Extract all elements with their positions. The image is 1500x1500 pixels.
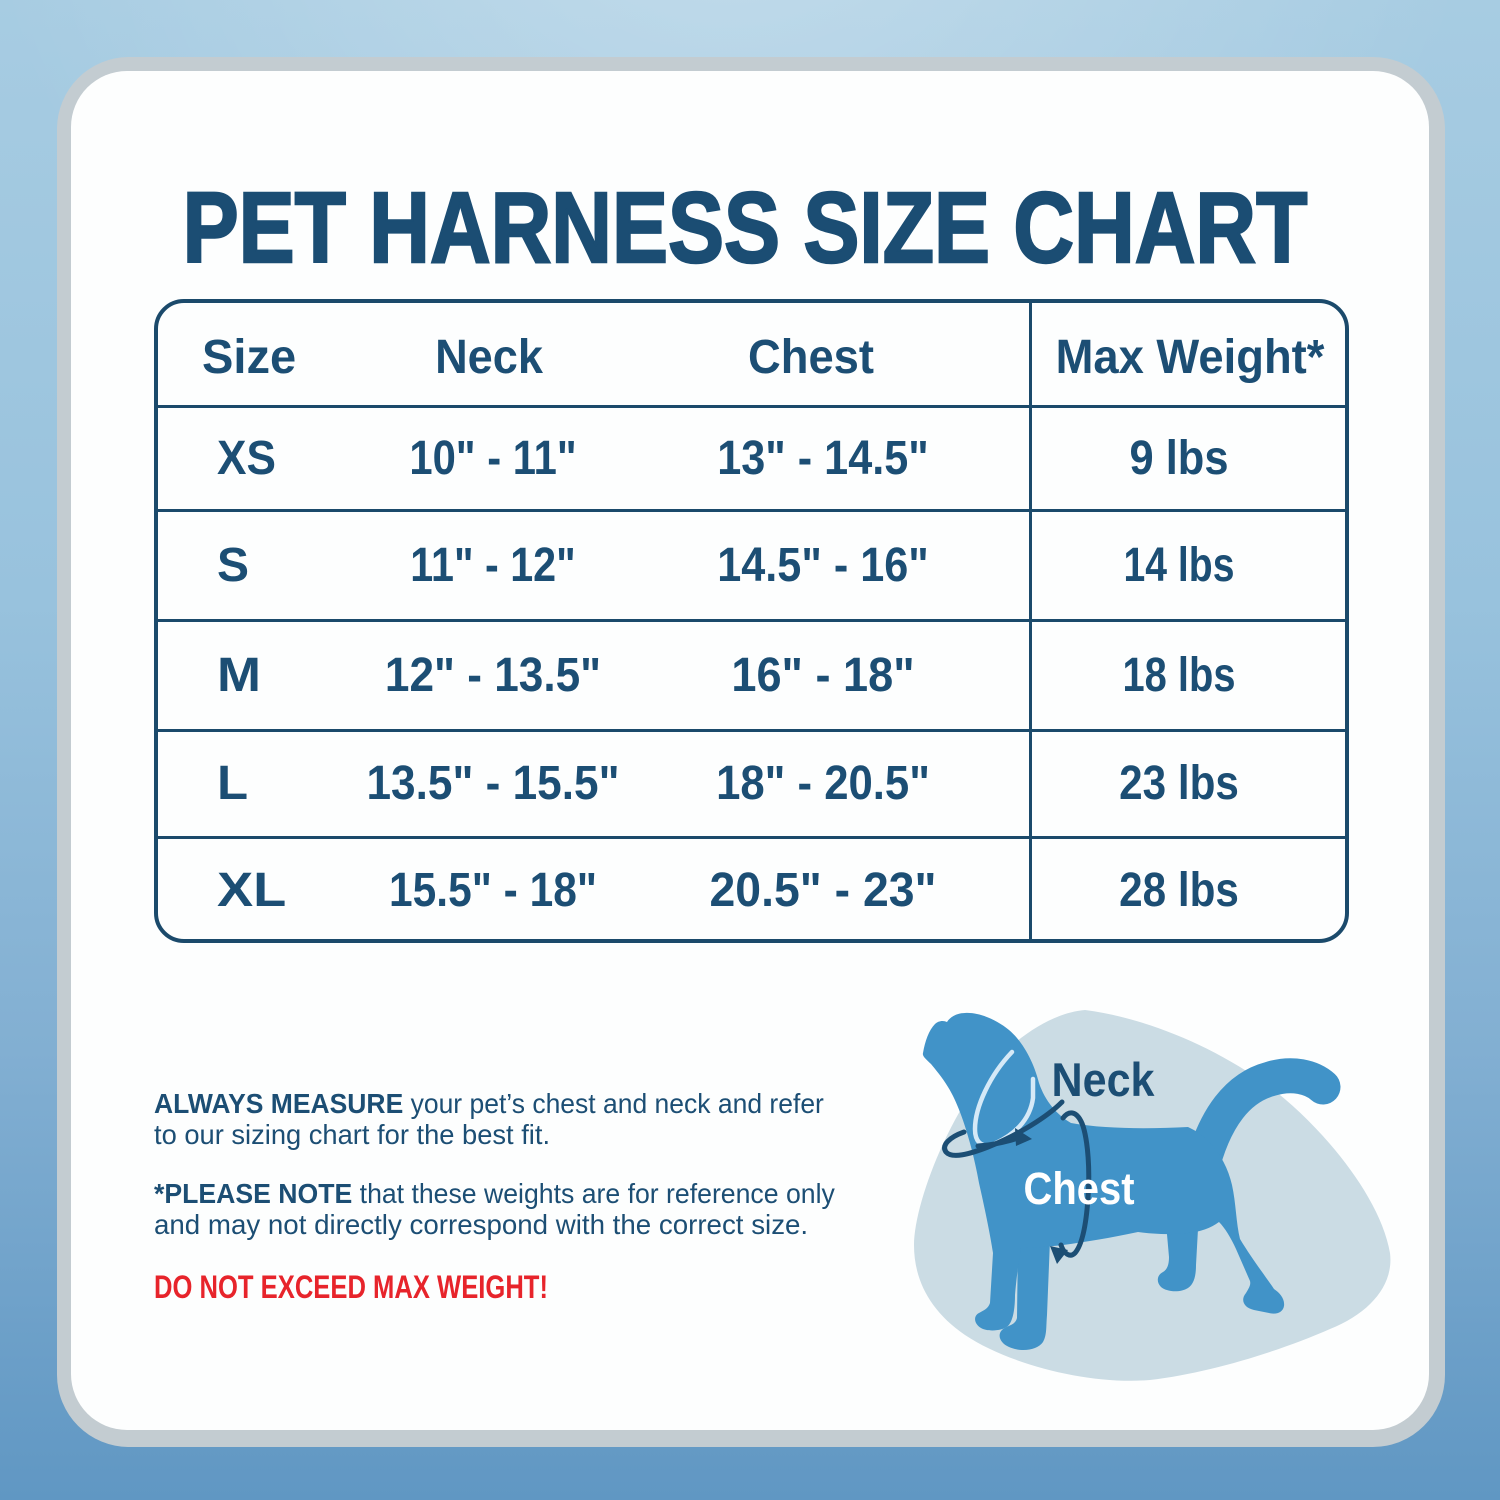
svg-text:Chest: Chest — [1024, 1163, 1135, 1214]
svg-text:Neck: Neck — [1052, 1053, 1156, 1106]
